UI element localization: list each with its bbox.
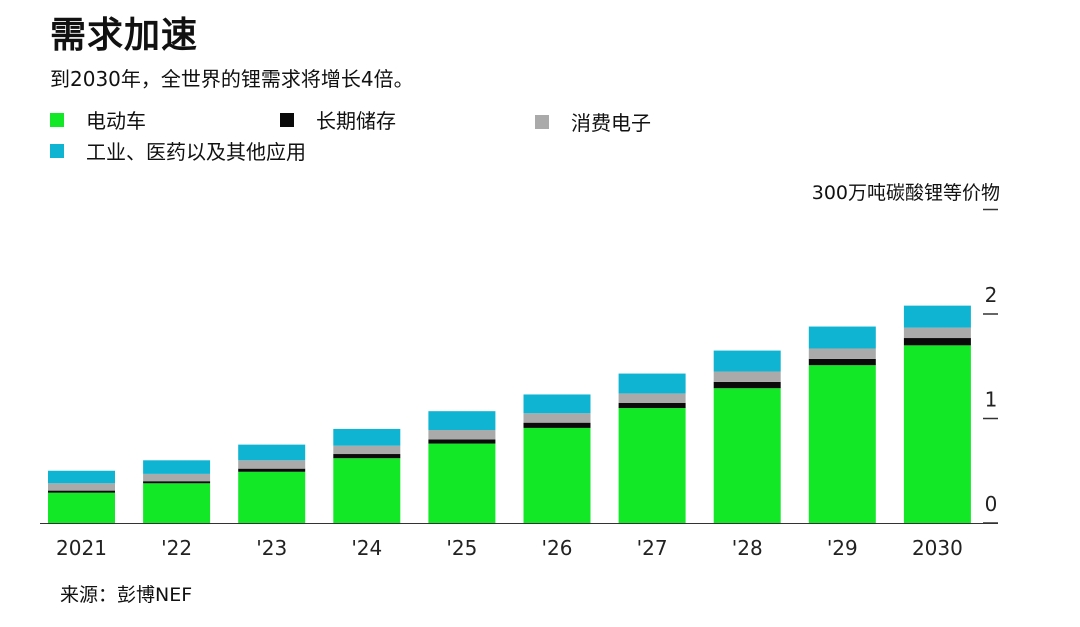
legend-item-storage: 长期储存 — [280, 105, 396, 134]
bar-segment — [238, 471, 306, 523]
legend-label-industry: 工业、医药以及其他应用 — [86, 140, 306, 164]
bar-segment — [238, 444, 306, 461]
bar-segment — [808, 365, 876, 523]
bar-segment — [808, 358, 876, 366]
y-tick-label: 0 — [985, 492, 998, 516]
bar-segment — [143, 481, 211, 484]
source-note: 来源：彭博NEF — [60, 584, 193, 606]
x-tick-label: '22 — [161, 536, 192, 560]
bar-segment — [333, 428, 401, 446]
legend-item-electronics: 消费电子 — [535, 107, 651, 136]
bar-segment — [523, 413, 591, 423]
x-tick-label: '24 — [351, 536, 382, 560]
bar-segment — [143, 460, 211, 474]
bar-segment — [428, 429, 496, 440]
bar-segment — [903, 338, 971, 346]
bar-segment — [48, 492, 115, 523]
bar-segment — [143, 483, 211, 523]
bar-segment — [238, 460, 306, 469]
bar-segment — [808, 348, 876, 359]
legend-label-electronics: 消费电子 — [571, 111, 651, 135]
bar-segment — [618, 408, 686, 523]
x-tick-label: '29 — [827, 536, 858, 560]
bar-segment — [48, 483, 115, 491]
bar-segment — [238, 468, 306, 472]
x-tick-label: '23 — [256, 536, 287, 560]
bar-segment — [333, 454, 401, 459]
bar-segment — [428, 439, 496, 444]
legend-label-ev: 电动车 — [86, 109, 146, 133]
bar-segment — [713, 388, 781, 523]
x-tick-label: 2021 — [56, 536, 107, 560]
bar-segment — [333, 445, 401, 455]
bar-segment — [523, 422, 591, 428]
legend-swatch-electronics — [535, 114, 549, 129]
bar-segment — [903, 345, 971, 523]
bar-segment — [48, 490, 115, 493]
x-tick-label: '26 — [542, 536, 573, 560]
bar-segment — [903, 327, 971, 339]
bar-segment — [618, 402, 686, 409]
y-tick-label: 1 — [985, 388, 998, 412]
bar-segment — [713, 350, 781, 372]
bar-segment — [143, 473, 211, 482]
legend-item-industry: 工业、医药以及其他应用 — [50, 136, 306, 165]
bar-segment — [808, 326, 876, 349]
chart-subtitle: 到2030年，全世界的锂需求将增长4倍。 — [50, 67, 414, 91]
legend-swatch-storage — [280, 112, 294, 127]
legend-swatch-ev — [50, 112, 64, 127]
x-tick-label: '25 — [446, 536, 477, 560]
bar-segment — [713, 371, 781, 382]
bar-segment — [428, 443, 496, 523]
bar-segment — [523, 427, 591, 523]
x-tick-label: '28 — [732, 536, 763, 560]
bar-segment — [333, 458, 401, 523]
bar-segment — [523, 394, 591, 414]
bar-segment — [48, 470, 115, 484]
legend-swatch-industry — [50, 143, 64, 158]
bar-segment — [903, 305, 971, 328]
legend-item-ev: 电动车 — [50, 105, 146, 134]
bar-segment — [713, 381, 781, 389]
legend: 电动车 长期储存 消费电子 工业、医药以及其他应用 — [50, 105, 750, 165]
y-axis-unit-label: 300万吨碳酸锂等价物 — [811, 182, 1000, 204]
y-tick-label: 2 — [985, 283, 998, 307]
bar-segment — [428, 411, 496, 430]
x-tick-label: '27 — [637, 536, 668, 560]
chart-title: 需求加速 — [50, 15, 199, 56]
x-tick-label: 2030 — [912, 536, 963, 560]
bar-segment — [618, 393, 686, 403]
legend-label-storage: 长期储存 — [316, 109, 396, 133]
bar-segment — [618, 373, 686, 394]
